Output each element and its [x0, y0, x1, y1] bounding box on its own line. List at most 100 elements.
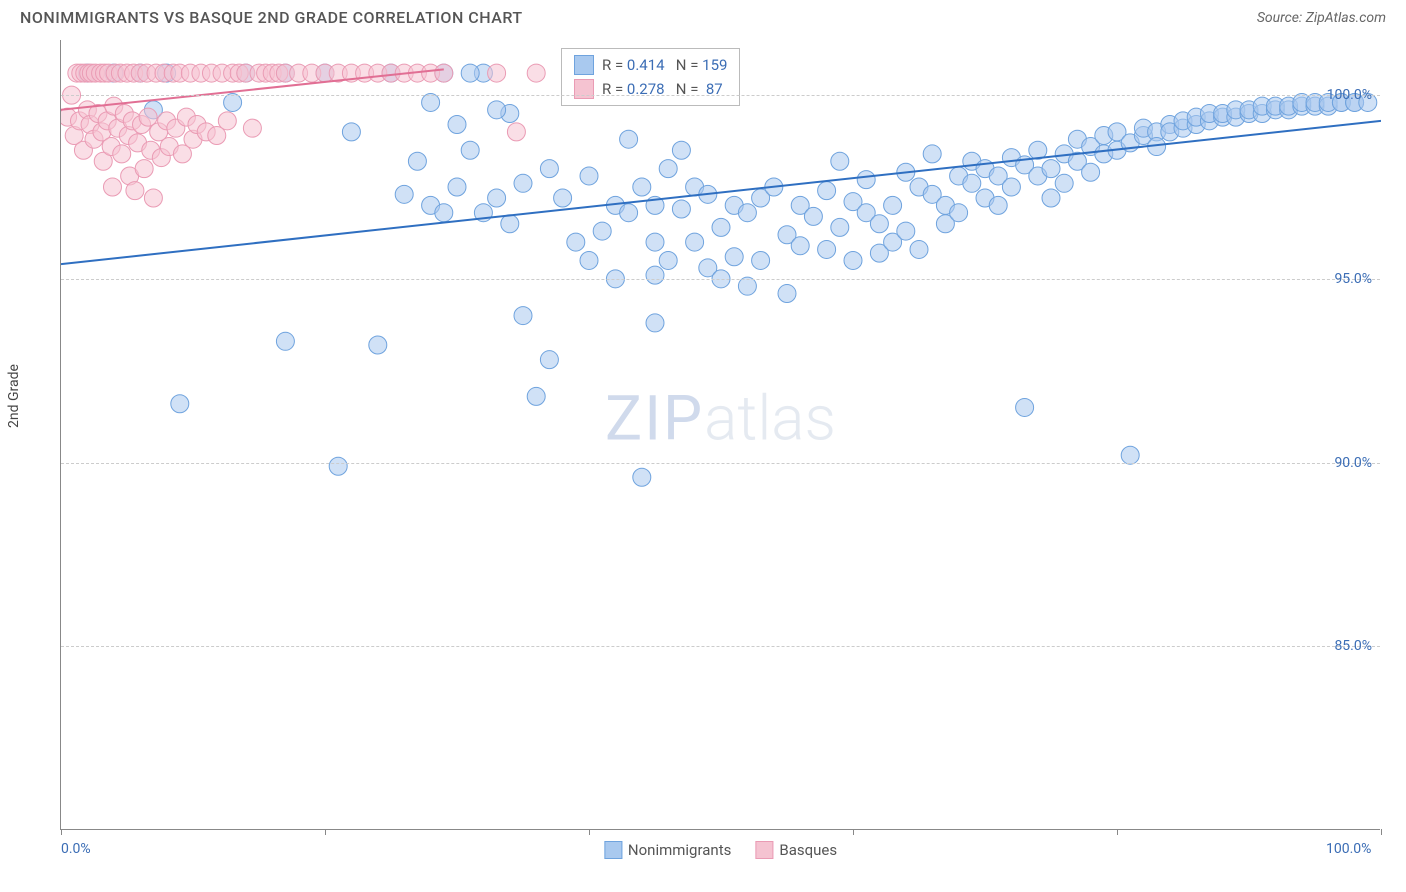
legend-swatch [574, 55, 594, 75]
data-point [580, 167, 598, 185]
data-point [672, 200, 690, 218]
data-point [461, 141, 479, 159]
x-tick [1381, 829, 1382, 835]
data-point [488, 189, 506, 207]
data-point [804, 207, 822, 225]
data-point [818, 240, 836, 258]
data-point [844, 251, 862, 269]
data-point [1016, 398, 1034, 416]
chart-header: NONIMMIGRANTS VS BASQUE 2ND GRADE CORREL… [0, 0, 1406, 31]
series-legend-label: Nonimmigrants [628, 841, 731, 859]
data-point [243, 119, 261, 137]
data-point [422, 93, 440, 111]
data-point [113, 145, 131, 163]
data-point [408, 152, 426, 170]
data-point [540, 351, 558, 369]
stats-legend: R = 0.414 N = 159R = 0.278 N = 87 [561, 48, 740, 106]
data-point [126, 182, 144, 200]
data-point [633, 178, 651, 196]
data-point [507, 123, 525, 141]
y-tick-label: 100.0% [1327, 87, 1372, 103]
series-legend-item: Nonimmigrants [604, 841, 731, 859]
data-point [831, 152, 849, 170]
data-point [857, 171, 875, 189]
data-point [514, 307, 532, 325]
data-point [224, 93, 242, 111]
data-point [923, 145, 941, 163]
stats-legend-row: R = 0.414 N = 159 [574, 55, 727, 75]
data-point [171, 395, 189, 413]
regression-line [61, 121, 1381, 264]
data-point [593, 222, 611, 240]
data-point [144, 189, 162, 207]
data-point [646, 314, 664, 332]
data-point [950, 204, 968, 222]
data-point [342, 123, 360, 141]
y-tick-label: 95.0% [1334, 271, 1372, 287]
x-tick [325, 829, 326, 835]
series-legend: Nonimmigrants Basques [604, 841, 837, 859]
data-point [620, 204, 638, 222]
data-point [527, 387, 545, 405]
x-tick [61, 829, 62, 835]
data-point [580, 251, 598, 269]
data-point [527, 64, 545, 82]
legend-stats-text: R = 0.414 N = 159 [602, 56, 727, 74]
data-point [1042, 160, 1060, 178]
data-point [218, 112, 236, 130]
y-axis-label: 2nd Grade [6, 364, 22, 428]
chart-source: Source: ZipAtlas.com [1257, 10, 1386, 26]
data-point [514, 174, 532, 192]
gridline-h [61, 95, 1380, 96]
data-point [646, 233, 664, 251]
legend-swatch [604, 841, 622, 859]
chart-container: ZIPatlas R = 0.414 N = 159R = 0.278 N = … [60, 40, 1380, 830]
data-point [435, 204, 453, 222]
data-point [395, 185, 413, 203]
data-point [831, 218, 849, 236]
x-tick-label: 0.0% [61, 841, 91, 857]
x-tick-label: 100.0% [1326, 841, 1371, 857]
data-point [620, 130, 638, 148]
data-point [659, 160, 677, 178]
data-point [686, 233, 704, 251]
data-point [738, 277, 756, 295]
gridline-h [61, 279, 1380, 280]
data-point [870, 215, 888, 233]
data-point [329, 457, 347, 475]
data-point [369, 336, 387, 354]
plot-area: ZIPatlas R = 0.414 N = 159R = 0.278 N = … [60, 40, 1380, 830]
data-point [1042, 189, 1060, 207]
data-point [1082, 163, 1100, 181]
data-point [778, 285, 796, 303]
data-point [435, 64, 453, 82]
x-tick [589, 829, 590, 835]
data-point [103, 178, 121, 196]
scatter-svg [61, 40, 1381, 830]
data-point [276, 332, 294, 350]
data-point [501, 215, 519, 233]
data-point [738, 204, 756, 222]
data-point [818, 182, 836, 200]
data-point [989, 196, 1007, 214]
gridline-h [61, 646, 1380, 647]
data-point [461, 64, 479, 82]
data-point [1055, 174, 1073, 192]
x-tick [853, 829, 854, 835]
data-point [659, 251, 677, 269]
y-tick-label: 90.0% [1334, 455, 1372, 471]
data-point [448, 116, 466, 134]
legend-swatch [755, 841, 773, 859]
data-point [897, 222, 915, 240]
data-point [884, 196, 902, 214]
data-point [448, 178, 466, 196]
series-legend-item: Basques [755, 841, 837, 859]
data-point [633, 468, 651, 486]
x-tick [1117, 829, 1118, 835]
data-point [712, 218, 730, 236]
data-point [1121, 446, 1139, 464]
data-point [725, 248, 743, 266]
data-point [963, 174, 981, 192]
series-legend-label: Basques [779, 841, 837, 859]
chart-title: NONIMMIGRANTS VS BASQUE 2ND GRADE CORREL… [20, 8, 523, 27]
